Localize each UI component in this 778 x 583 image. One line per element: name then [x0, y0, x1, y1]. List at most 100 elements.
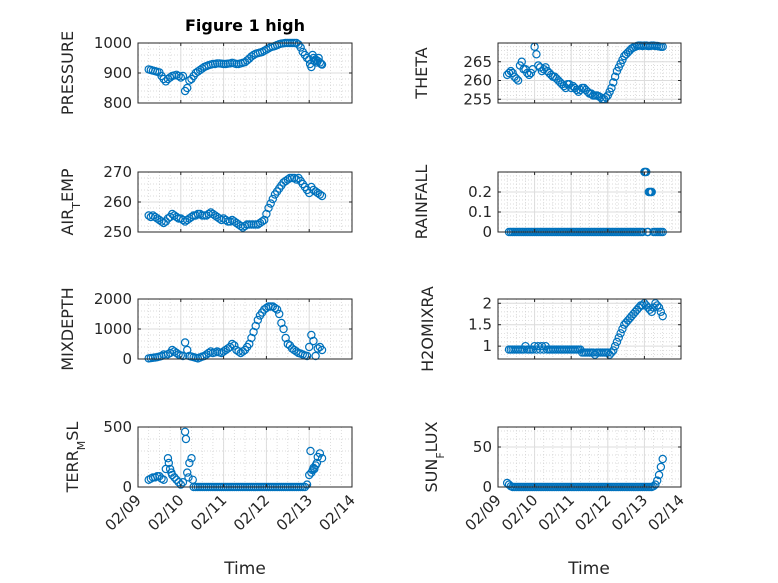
data-point [656, 462, 666, 472]
data-point [268, 194, 278, 204]
data-point [305, 342, 314, 352]
ylabel-mixdepth: MIXDEPTH [58, 287, 77, 370]
data-point [183, 468, 192, 477]
y-tick-label: 0 [482, 223, 492, 241]
data-point [609, 346, 618, 355]
data-point [170, 473, 179, 482]
axes-box [137, 426, 353, 488]
data-point [204, 348, 213, 358]
panel-pressure: PRESSURE 800 900 1000 [58, 31, 353, 115]
data-point [616, 329, 625, 338]
data-point [296, 43, 305, 52]
data-point [653, 476, 662, 485]
data-point [532, 50, 541, 59]
data-point [159, 475, 168, 484]
data-point [607, 348, 616, 357]
data-point [306, 446, 315, 456]
data-point [184, 473, 193, 482]
data-point [656, 307, 666, 317]
data-point [311, 351, 320, 361]
y-tick-label: 500 [103, 418, 132, 436]
data-point [512, 74, 521, 83]
axes-box [497, 42, 682, 104]
y-tick-label: 260 [463, 72, 492, 90]
data-point [651, 480, 660, 489]
data-point [647, 187, 656, 197]
y-tick-label: 1000 [94, 34, 132, 52]
data-point [187, 454, 196, 463]
data-point [312, 58, 322, 67]
y-tick-label: 0.2 [468, 183, 492, 201]
data-point [315, 190, 325, 199]
data-point [302, 351, 312, 361]
y-tick-label: 250 [103, 223, 132, 241]
data-point [292, 175, 301, 184]
data-point [230, 341, 239, 350]
data-point [517, 57, 526, 66]
y-tick-label: 255 [463, 90, 492, 108]
data-point [238, 347, 248, 356]
data-point [315, 449, 325, 458]
axes-box [497, 298, 682, 360]
data-point [612, 337, 622, 347]
data-point [317, 60, 327, 69]
data-point [159, 218, 168, 228]
data-point [513, 76, 523, 85]
axes-box [497, 171, 682, 233]
data-point [206, 347, 215, 356]
data-point [257, 217, 267, 226]
y-tick-label: 800 [103, 94, 132, 112]
data-point [313, 344, 322, 353]
data-point [647, 307, 656, 317]
data-point [176, 480, 185, 489]
data-point [567, 83, 576, 93]
ylabel-rainfall: RAINFALL [412, 165, 431, 240]
data-point [221, 215, 230, 225]
data-point [638, 301, 647, 310]
data-point [609, 78, 618, 87]
data-point [610, 341, 620, 351]
data-point [197, 64, 207, 73]
data-point [185, 458, 194, 468]
ylabel-h2omixra: H2OMIXRA [418, 286, 437, 372]
y-tick-label: 2000 [94, 290, 132, 308]
ylabel-pressure: PRESSURE [58, 31, 77, 115]
data-point [191, 211, 200, 220]
y-tick-label: 270 [103, 163, 132, 181]
data-point [658, 454, 667, 464]
data-point [176, 73, 185, 82]
y-tick-label: 0 [482, 478, 492, 496]
xlabel-left: Time [223, 559, 266, 579]
panel-h2omixra: H2OMIXRA 1 1.5 2 [418, 286, 682, 372]
data-point [610, 72, 620, 81]
data-point [270, 303, 280, 313]
data-point [279, 324, 288, 334]
data-point [275, 309, 284, 319]
data-point [178, 351, 188, 361]
data-point [183, 83, 192, 93]
data-point [309, 336, 318, 346]
data-point [264, 203, 273, 213]
data-point [174, 71, 183, 81]
y-tick-label: 0 [122, 350, 132, 368]
data-point [180, 338, 190, 347]
data-point [317, 345, 327, 355]
y-tick-label: 260 [103, 193, 132, 211]
data-point [247, 52, 256, 61]
ylabel-theta: THETA [412, 47, 431, 99]
data-point [654, 470, 664, 480]
y-tick-label: 0.1 [468, 203, 492, 221]
data-point [654, 303, 664, 312]
data-point [163, 454, 173, 463]
xlabel-right: Time [567, 559, 610, 579]
y-tick-label: 0 [122, 478, 132, 496]
y-tick-label: 1000 [94, 320, 132, 338]
y-tick-label: 2 [482, 294, 492, 312]
data-point [164, 458, 174, 468]
data-point [266, 199, 275, 208]
data-point [618, 324, 627, 334]
data-point [653, 301, 662, 310]
